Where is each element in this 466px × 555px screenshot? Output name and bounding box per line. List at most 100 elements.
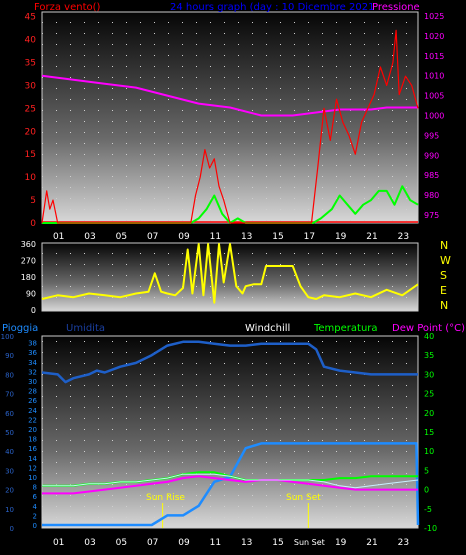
rain-tick-label: 34 (28, 359, 37, 367)
rain-tick-label: 26 (28, 397, 37, 405)
y-right-tick-label: 990 (424, 151, 439, 160)
y-right-tick-label: 980 (424, 191, 439, 200)
rain-tick-label: 22 (28, 416, 37, 424)
temperature-tick-label: 0 (424, 486, 429, 495)
rain-tick-label: 8 (33, 484, 37, 492)
x-tick-label: 09 (178, 538, 190, 548)
x-tick-label: 05 (116, 538, 127, 548)
y-tick-label: 90 (26, 290, 36, 299)
rain-tick-label: 28 (28, 388, 37, 396)
dewpoint-line (42, 475, 418, 495)
temperature-label: Temperatura (313, 323, 378, 334)
x-tick-label: 15 (272, 232, 283, 242)
temperature-tick-label: 30 (424, 370, 434, 379)
x-tick-label: 13 (241, 232, 252, 242)
x-tick-label: 11 (210, 538, 221, 548)
humidity-tick-label: 50 (5, 429, 14, 437)
y-tick-label: 270 (21, 257, 36, 266)
temperature-tick-label: 15 (424, 428, 434, 437)
y-right-tick-label: 995 (424, 131, 439, 140)
x-tick-label: 03 (84, 232, 95, 242)
rain-tick-label: 16 (28, 445, 37, 453)
x-tick-label: 15 (272, 538, 283, 548)
temperature-tick-label: 5 (424, 466, 429, 475)
rain-tick-label: 30 (28, 378, 37, 386)
humidity-tick-label: 80 (5, 371, 14, 379)
humidity-tick-label: 100 (1, 333, 14, 341)
rain-line (41, 442, 420, 527)
humidity-label: Umidita (66, 323, 105, 334)
y-left-tick-label: 25 (25, 104, 36, 114)
y-right-tick-label: 975 (424, 211, 439, 220)
temperature-tick-label: 25 (424, 390, 434, 399)
x-tick-label: 09 (178, 232, 190, 242)
x-tick-label: 03 (84, 538, 95, 548)
y-right-tick-label: 985 (424, 171, 439, 180)
x-tick-label: 17 (304, 232, 315, 242)
y-left-tick-label: 10 (25, 173, 37, 183)
pressure-label: Pressione (372, 2, 420, 13)
y-right-tick-label: 1010 (424, 72, 444, 81)
wind-force-label: Forza vento() (34, 2, 101, 13)
wind-direction-line (41, 243, 419, 304)
windchill-line (42, 473, 419, 489)
humidity-tick-label: 30 (5, 467, 14, 475)
y-left-tick-label: 40 (25, 36, 37, 46)
bottom-plot-frame (41, 335, 419, 529)
x-tick-label: 07 (147, 538, 158, 548)
humidity-line (41, 340, 418, 384)
rain-tick-label: 10 (28, 474, 37, 482)
y-left-tick-label: 30 (25, 81, 37, 91)
top-plot-grid (42, 12, 418, 223)
y-tick-label: 180 (21, 273, 36, 282)
rain-tick-label: 18 (28, 436, 37, 444)
wind-force-line (41, 29, 419, 224)
humidity-tick-label: 90 (5, 352, 14, 360)
rain-tick-label: 2 (33, 512, 37, 520)
x-tick-label: 01 (53, 232, 64, 242)
x-tick-label: 19 (335, 232, 347, 242)
sunset-label: Sun Set (286, 493, 321, 503)
rain-tick-label: 4 (33, 503, 38, 511)
sunrise-label: Sun Rise (146, 493, 185, 503)
rain-tick-label: 14 (28, 455, 37, 463)
wind-pressure-chart: 0510152025303540459759809859909951000100… (25, 11, 444, 242)
chart-title: 24 hours graph (day : 10 Dicembre 2021 (170, 2, 374, 13)
x-tick-label: 21 (366, 232, 377, 242)
y-left-tick-label: 0 (30, 219, 36, 229)
x-tick-label: 21 (366, 538, 377, 548)
y-tick-label: 0 (31, 306, 36, 315)
direction-plot-grid (42, 243, 418, 311)
rain-tick-label: 20 (28, 426, 37, 434)
rain-humidity-chart: 0102030405060708090100024681012141618202… (1, 332, 437, 548)
dewpoint-label: Dew Point (°C) (392, 323, 465, 334)
rain-tick-label: 36 (28, 349, 37, 357)
compass-label: N (440, 239, 448, 252)
humidity-tick-label: 60 (5, 410, 14, 418)
y-left-tick-label: 35 (25, 58, 36, 68)
x-tick-label: 23 (398, 232, 409, 242)
pressure-line (41, 74, 418, 117)
x-tick-label: Sun Set (294, 538, 325, 547)
y-left-tick-label: 5 (30, 196, 36, 206)
rain-tick-label: 12 (28, 464, 37, 472)
temperature-tick-label: 40 (424, 332, 434, 341)
rain-tick-label: 24 (28, 407, 37, 415)
rain-tick-label: 32 (28, 368, 37, 376)
x-tick-label: 01 (53, 538, 64, 548)
windchill-label: Windchill (245, 323, 290, 334)
direction-plot-frame (41, 242, 419, 312)
gust-line (42, 185, 419, 224)
y-right-tick-label: 1000 (424, 112, 444, 121)
humidity-tick-label: 20 (5, 487, 14, 495)
x-tick-label: 13 (241, 538, 252, 548)
compass-label: S (440, 269, 447, 282)
temperature-tick-label: 35 (424, 351, 434, 360)
humidity-tick-label: 70 (5, 391, 14, 399)
compass-label: W (440, 254, 451, 267)
x-tick-label: 23 (398, 538, 409, 548)
rain-label: Pioggia (2, 323, 38, 334)
temperature-tick-label: 20 (424, 409, 434, 418)
